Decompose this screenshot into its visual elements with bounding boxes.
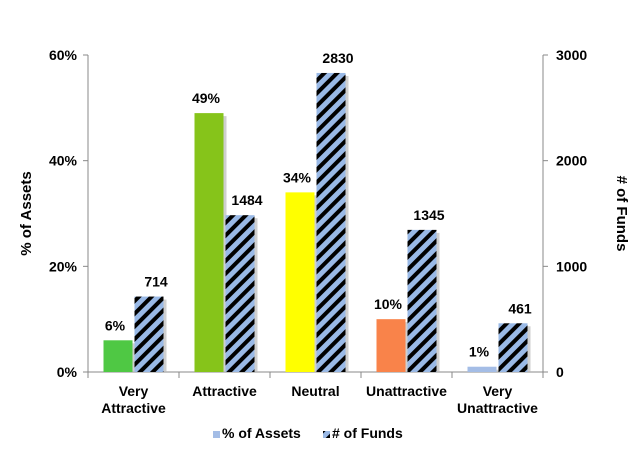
label-assets: 34% (283, 169, 312, 185)
left-tick-label: 0% (57, 364, 78, 380)
category-label: Neutral (291, 383, 339, 399)
label-assets: 6% (105, 317, 126, 333)
bars (103, 72, 531, 373)
data-labels: 6% 714 49% 1484 34% 2830 10% 1345 1% 461 (105, 50, 532, 360)
category-label: Attractive (101, 400, 166, 416)
left-axis-title: % of Assets (18, 171, 35, 255)
bar-funds (225, 215, 255, 372)
bar-funds (134, 296, 164, 372)
right-tick-label: 2000 (556, 153, 587, 169)
category-label: Unattractive (457, 400, 538, 416)
bar-funds (407, 229, 437, 372)
bar-funds (498, 323, 528, 372)
legend-label-funds: # of Funds (332, 425, 403, 441)
left-tick-label: 20% (49, 258, 78, 274)
category-label: Very (483, 383, 513, 399)
bar-assets (194, 113, 224, 372)
bar-assets (467, 366, 497, 372)
label-assets: 49% (192, 90, 221, 106)
legend-swatch-funds (323, 431, 330, 438)
label-assets: 1% (469, 344, 490, 360)
category-label: Unattractive (366, 383, 447, 399)
label-funds: 1345 (413, 207, 444, 223)
right-tick-label: 1000 (556, 258, 587, 274)
label-assets: 10% (374, 296, 403, 312)
category-label: Attractive (192, 383, 257, 399)
legend-label-assets: % of Assets (222, 425, 301, 441)
legend: % of Assets # of Funds (213, 425, 403, 441)
label-funds: 714 (144, 274, 168, 290)
bar-assets (285, 192, 315, 372)
left-tick-label: 40% (49, 153, 78, 169)
label-funds: 2830 (322, 50, 353, 66)
label-funds: 461 (508, 300, 532, 316)
legend-swatch-assets (213, 431, 220, 438)
right-tick-label: 3000 (556, 47, 587, 63)
left-tick-label: 60% (49, 47, 78, 63)
bar-assets (376, 319, 406, 372)
right-tick-label: 0 (556, 364, 564, 380)
bar-assets (103, 340, 133, 372)
category-label: Very (119, 383, 149, 399)
axes: 0% 20% 40% 60% 0 1000 2000 3000 % of Assets # of … (18, 47, 630, 416)
label-funds: 1484 (231, 192, 262, 208)
right-axis-title: # of Funds (613, 176, 630, 252)
bar-funds (316, 72, 346, 373)
